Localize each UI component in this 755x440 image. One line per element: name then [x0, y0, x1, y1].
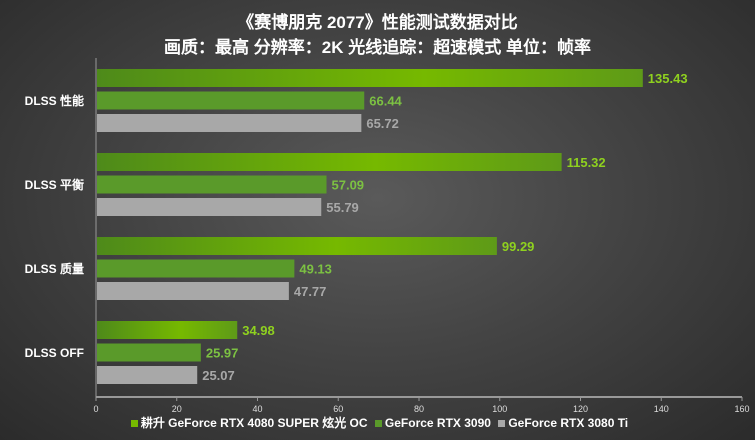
bar [97, 237, 497, 255]
bar [97, 114, 362, 132]
bar [97, 343, 201, 362]
data-label: 57.09 [332, 178, 365, 193]
legend: 耕升 GeForce RTX 4080 SUPER 炫光 OC GeForce … [0, 414, 755, 431]
data-label: 49.13 [299, 262, 332, 277]
data-label: 55.79 [326, 200, 359, 215]
data-label: 115.32 [567, 155, 606, 170]
category-label: DLSS OFF [25, 346, 84, 360]
bar [97, 198, 322, 216]
data-label: 66.44 [369, 94, 402, 109]
x-tick-label: 20 [172, 404, 182, 414]
legend-swatch [498, 420, 506, 428]
bar [97, 282, 289, 300]
category-label: DLSS 平衡 [25, 177, 84, 192]
data-label: 34.98 [242, 323, 275, 338]
bar [97, 321, 238, 339]
bar [97, 259, 295, 278]
data-label: 25.97 [206, 346, 239, 361]
category-label: DLSS 性能 [25, 93, 84, 108]
bar [97, 175, 327, 194]
x-tick-label: 60 [333, 404, 343, 414]
data-label: 135.43 [648, 71, 688, 86]
legend-label: GeForce RTX 3080 Ti [508, 416, 629, 430]
x-tick-label: 80 [414, 404, 424, 414]
x-tick-label: 120 [573, 404, 588, 414]
legend-label: 耕升 GeForce RTX 4080 SUPER 炫光 OC [140, 416, 368, 430]
legend-swatch [374, 420, 382, 428]
x-tick-label: 0 [93, 404, 98, 414]
x-tick-label: 40 [252, 404, 262, 414]
data-label: 65.72 [366, 116, 399, 131]
legend-swatch [130, 420, 138, 428]
category-label: DLSS 质量 [25, 261, 84, 276]
chart-title: 《赛博朋克 2077》性能测试数据对比 [237, 13, 518, 32]
chart-subtitle: 画质：最高 分辨率：2K 光线追踪：超速模式 单位：帧率 [164, 38, 591, 57]
data-label: 47.77 [294, 284, 327, 299]
x-tick-label: 140 [654, 404, 669, 414]
data-label: 99.29 [502, 239, 535, 254]
x-tick-label: 160 [734, 404, 749, 414]
bar [97, 91, 365, 110]
bar [97, 153, 562, 171]
bar [97, 69, 643, 87]
legend-label: GeForce RTX 3090 [384, 416, 491, 430]
x-tick-label: 100 [492, 404, 507, 414]
bar [97, 366, 198, 384]
data-label: 25.07 [202, 368, 235, 383]
